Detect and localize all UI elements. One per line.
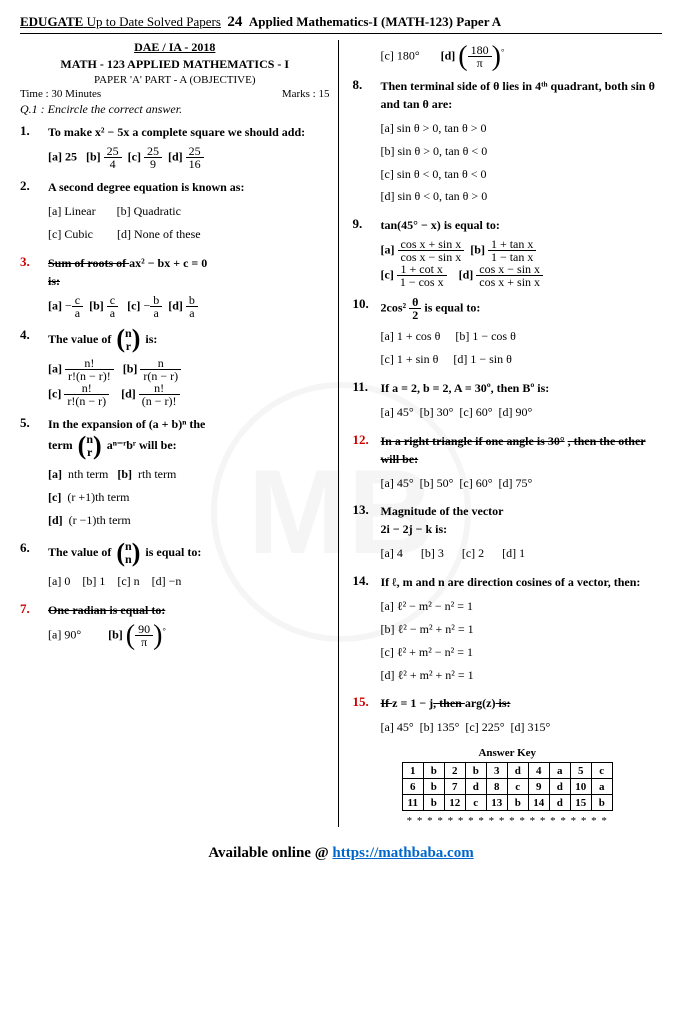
exam-marks: Marks : 15 (282, 88, 330, 100)
separator-stars: * * * * * * * * * * * * * * * * * * * * (353, 815, 663, 827)
answer-key-title: Answer Key (353, 747, 663, 759)
question-12: 12. In a right triangle if one angle is … (353, 432, 663, 495)
page-header: EDUGATE Up to Date Solved Papers 24 Appl… (20, 14, 662, 34)
question-8: 8. Then terminal side of θ lies in 4ᵗʰ q… (353, 77, 663, 208)
q1-instruction: Encircle the correct answer. (48, 102, 182, 116)
question-7-cont: [c] 180° [d] (180π)° (353, 40, 663, 69)
answer-key-table: 1b2b3d4a5c 6b7d8c9d10a 11b12c13b14d15b (402, 762, 613, 811)
table-row: 1b2b3d4a5c (402, 763, 612, 779)
exam-time: Time : 30 Minutes (20, 88, 101, 100)
question-11: 11. If a = 2, b = 2, A = 30º, then Bº is… (353, 379, 663, 424)
question-4: 4. The value of (nr) is: [a] n!r!(n − r)… (20, 327, 330, 407)
table-row: 11b12c13b14d15b (402, 795, 612, 811)
question-3: 3. Sum of roots of ax² − bx + c = 0 is: … (20, 254, 330, 319)
exam-paper: PAPER 'A' PART - A (OBJECTIVE) (20, 74, 330, 86)
question-9: 9. tan(45° − x) is equal to: [a] cos x +… (353, 216, 663, 288)
question-7: 7. One radian is equal to: [a] 90° [b] (… (20, 601, 330, 648)
right-column: [c] 180° [d] (180π)° 8. Then terminal si… (345, 40, 663, 827)
exam-session: DAE / IA - 2018 (134, 40, 215, 54)
question-14: 14. If ℓ, m and n are direction cosines … (353, 573, 663, 686)
left-column: DAE / IA - 2018 MATH - 123 APPLIED MATHE… (20, 40, 339, 827)
page-footer: Available online @ https://mathbaba.com (20, 845, 662, 862)
exam-code: MATH - 123 APPLIED MATHEMATICS - I (20, 57, 330, 72)
footer-link[interactable]: https://mathbaba.com (332, 845, 473, 861)
header-subtitle: Up to Date Solved Papers (87, 14, 221, 29)
table-row: 6b7d8c9d10a (402, 779, 612, 795)
q1-label: Q.1 : (20, 102, 45, 116)
question-15: 15. If z = 1 − j, then arg(z) is: [a] 45… (353, 694, 663, 739)
question-1: 1. To make x² − 5x a complete square we … (20, 123, 330, 170)
footer-text: Available online @ (208, 845, 332, 861)
question-5: 5. In the expansion of (a + b)ⁿ the term… (20, 415, 330, 532)
brand: EDUGATE (20, 14, 83, 29)
header-course: Applied Mathematics-I (MATH-123) Paper A (249, 14, 501, 29)
page-number: 24 (227, 14, 242, 30)
question-10: 10. 2cos² θ2 is equal to: [a] 1 + cos θ … (353, 296, 663, 371)
question-13: 13. Magnitude of the vector 2i − 2j − k … (353, 502, 663, 565)
question-2: 2. A second degree equation is known as:… (20, 178, 330, 246)
question-6: 6. The value of (nn) is equal to: [a] 0 … (20, 540, 330, 593)
